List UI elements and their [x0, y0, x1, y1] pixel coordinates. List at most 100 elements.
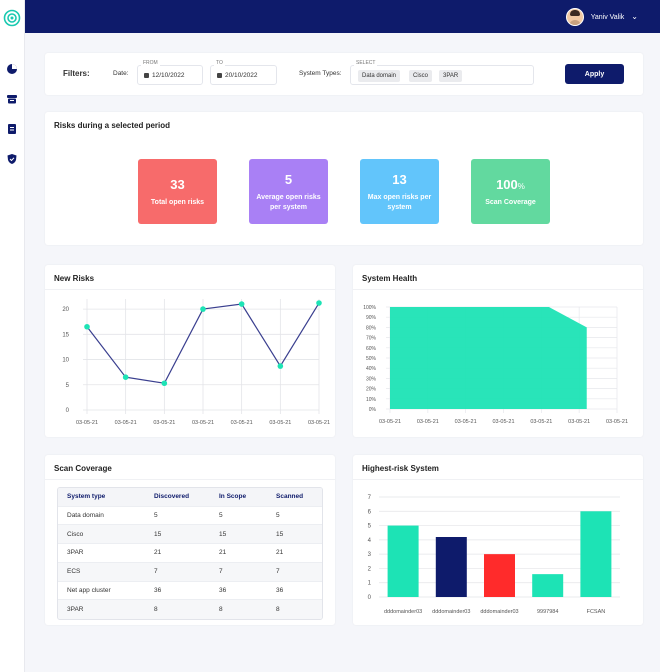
- top-bar: Yaniv Valik ⌄: [25, 0, 660, 33]
- data-point: [277, 363, 284, 369]
- highest-risk-card: Highest-risk System 0 1 2 3 4 5 6 7 dddomainder0…: [353, 455, 643, 625]
- x-tick-label: 03-05-21: [492, 419, 514, 425]
- y-tick-label: 30%: [366, 376, 377, 382]
- table-cell: 8: [210, 599, 267, 619]
- health-area: [390, 307, 587, 409]
- x-tick-label: 03-05-21: [379, 419, 401, 425]
- table-cell: 7: [210, 561, 267, 582]
- table-cell: Net app cluster: [58, 580, 145, 600]
- new-risks-title: New Risks: [54, 274, 95, 283]
- date-to-field[interactable]: TO 20/10/2022: [210, 60, 277, 85]
- table-row: 3PAR 21 21 21: [58, 543, 322, 563]
- highest-risk-title: Highest-risk System: [362, 464, 439, 473]
- x-tick-label: 03-05-21: [231, 420, 253, 426]
- table-header: System type Discovered In Scope Scanned: [58, 488, 322, 506]
- new-risks-card: New Risks 03-05-21 03-05-21 03-05-21 03-05-…: [45, 265, 335, 437]
- chip-data-domain[interactable]: Data domain: [358, 70, 401, 82]
- date-to-caption: TO: [214, 60, 225, 66]
- date-from-field[interactable]: FROM 12/10/2022: [137, 60, 203, 85]
- kpi-label: Max open risks per system: [367, 194, 432, 211]
- kpi-label: Scan Coverage: [485, 198, 536, 206]
- y-tick-label: 10%: [366, 397, 377, 403]
- bar: [435, 537, 467, 597]
- x-tick-label: 03-05-21: [308, 420, 330, 426]
- system-types-label: System Types:: [299, 70, 342, 77]
- risks-icon[interactable]: [6, 93, 18, 105]
- x-tick-label: 03-05-21: [455, 419, 477, 425]
- table-cell: 36: [210, 580, 267, 600]
- kpi-max-open-risks: 13 Max open risks per system: [360, 159, 439, 224]
- filters-card: Filters: Date: System Types:: [45, 53, 643, 95]
- risks-period-title: Risks during a selected period: [54, 121, 171, 130]
- y-tick-label: 40%: [366, 366, 377, 372]
- table-cell: 15: [145, 524, 210, 544]
- table-row: Cisco 15 15 15: [58, 524, 322, 544]
- table-cell: 36: [145, 580, 210, 600]
- sidebar: [0, 0, 25, 672]
- kpi-value: 100: [496, 176, 518, 192]
- table-cell: 15: [210, 524, 267, 544]
- y-tick-label: 20: [62, 307, 69, 313]
- select-caption: SELECT: [354, 60, 378, 66]
- data-point: [316, 300, 322, 306]
- data-point: [200, 306, 206, 312]
- y-tick-label: 7: [368, 495, 372, 501]
- risks-period-card: Risks during a selected period: [45, 112, 643, 245]
- date-from-value: 12/10/2022: [152, 72, 185, 79]
- apply-button[interactable]: Apply: [565, 64, 624, 84]
- y-tick-label: 2: [368, 566, 372, 572]
- table-cell: 3PAR: [58, 543, 145, 563]
- chevron-down-icon[interactable]: ⌄: [631, 12, 638, 21]
- system-types-select[interactable]: SELECT Data domain Cisco 3PAR: [350, 60, 534, 85]
- calendar-icon: [217, 73, 222, 78]
- y-tick-label: 50%: [366, 356, 377, 362]
- shield-icon[interactable]: [6, 153, 18, 165]
- y-tick-label: 60%: [366, 346, 377, 352]
- avatar[interactable]: [565, 8, 584, 26]
- new-risks-chart: 03-05-21 03-05-21 03-05-21 03-05-21 03-05-21…: [62, 299, 330, 426]
- table-row: ECS 7 7 7: [58, 561, 322, 582]
- x-tick-label: 03-05-21: [153, 420, 175, 426]
- y-tick-label: 0: [66, 408, 70, 414]
- column-header: Scanned: [267, 488, 322, 506]
- chip-cisco[interactable]: Cisco: [409, 70, 433, 82]
- reports-icon[interactable]: [6, 123, 18, 135]
- table-cell: Cisco: [58, 524, 145, 544]
- y-tick-label: 10: [62, 358, 69, 364]
- y-tick-label: 1: [368, 581, 372, 587]
- table-cell: 8: [145, 599, 210, 619]
- column-header: System type: [58, 488, 145, 506]
- column-header: Discovered: [145, 488, 210, 506]
- scan-coverage-title: Scan Coverage: [54, 464, 112, 473]
- divider: [353, 479, 643, 480]
- column-header: In Scope: [210, 488, 267, 506]
- x-tick-label: 9997984: [537, 609, 558, 615]
- system-health-card: System Health 0% 10% 20% 30% 40% 50% 60% 70% 80%…: [353, 265, 643, 437]
- kpi-scan-coverage: 100% Scan Coverage: [471, 159, 550, 224]
- bar: [484, 554, 515, 597]
- kpi-label: Average open risks per system: [256, 194, 321, 211]
- table-cell: 21: [210, 543, 267, 563]
- divider: [353, 289, 643, 290]
- kpi-value: 5: [284, 172, 293, 188]
- x-tick-label: 03-05-21: [530, 419, 552, 425]
- bar: [532, 574, 564, 597]
- chip-3par[interactable]: 3PAR: [439, 70, 463, 82]
- table-cell: 5: [267, 505, 322, 525]
- table-cell: ECS: [58, 561, 145, 582]
- x-tick-label: dddomainder03: [480, 609, 518, 615]
- y-tick-label: 5: [368, 524, 372, 530]
- dashboard-icon[interactable]: [6, 63, 18, 75]
- table-cell: 15: [267, 524, 322, 544]
- x-tick-label: 03-05-21: [115, 420, 137, 426]
- user-menu[interactable]: Yaniv Valik ⌄: [565, 8, 638, 26]
- kpi-label: Total open risks: [150, 198, 205, 206]
- y-tick-label: 100%: [363, 305, 376, 311]
- bar: [387, 525, 419, 597]
- data-point: [84, 323, 90, 330]
- logo-icon[interactable]: [3, 9, 21, 27]
- table-cell: 5: [210, 505, 267, 525]
- highest-risk-chart: 0 1 2 3 4 5 6 7 dddomainder03 dddomainder03 dddoma…: [368, 495, 620, 615]
- table-cell: 7: [267, 561, 322, 582]
- y-tick-label: 20%: [366, 387, 377, 393]
